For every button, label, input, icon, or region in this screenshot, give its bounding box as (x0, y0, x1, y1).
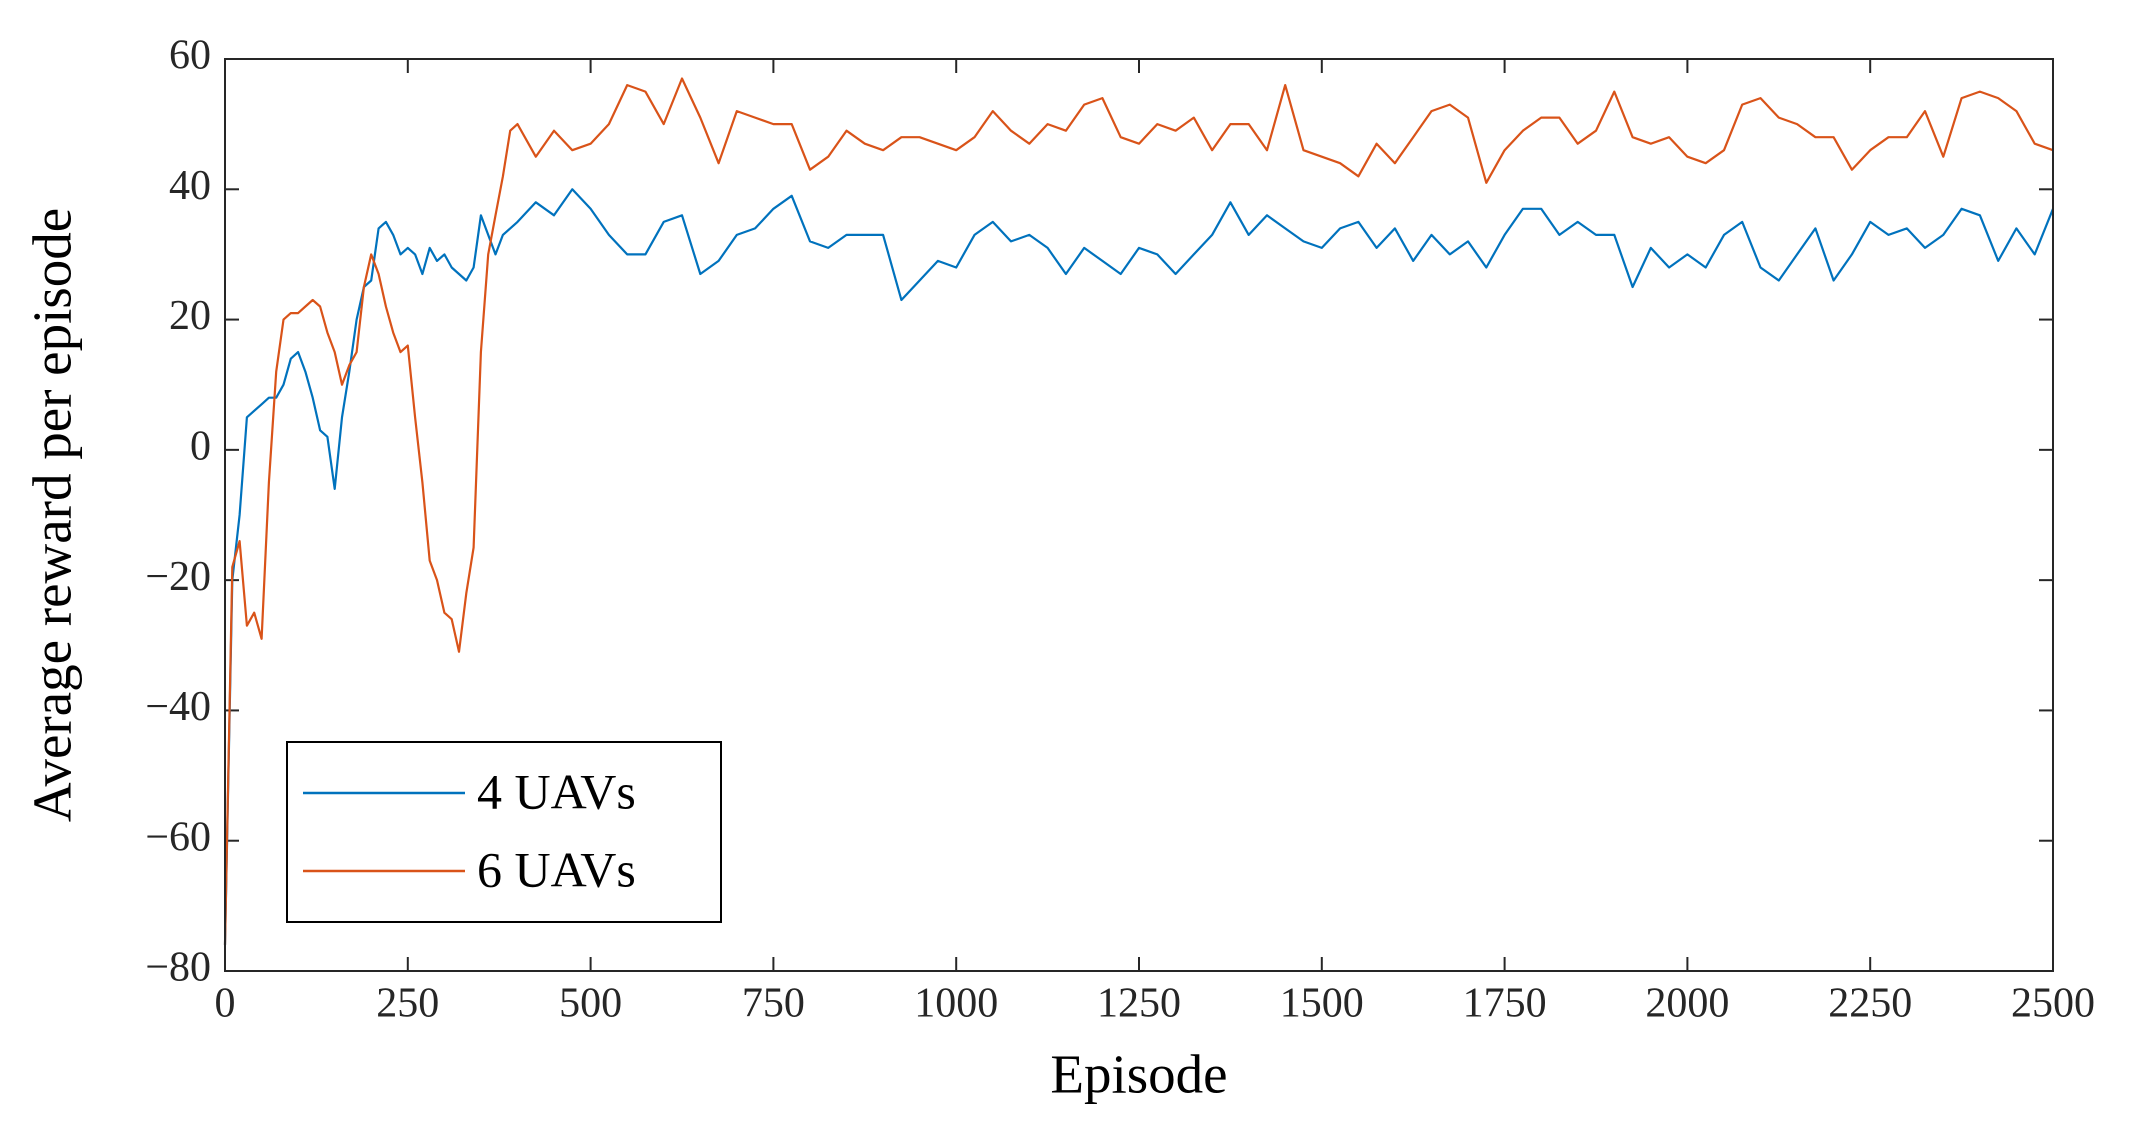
x-axis-title: Episode (1050, 1044, 1227, 1105)
y-tick-label: −60 (145, 814, 211, 860)
x-tick-label: 250 (376, 981, 439, 1027)
x-tick-label: 2000 (1645, 981, 1729, 1027)
y-axis-title: Average reward per episode (22, 208, 83, 822)
x-tick-label: 1500 (1280, 981, 1364, 1027)
x-tick-label: 1750 (1463, 981, 1547, 1027)
x-tick-label: 2500 (2011, 981, 2095, 1027)
legend-label: 6 UAVs (477, 841, 636, 897)
y-tick-label: −80 (145, 945, 211, 991)
y-tick-label: 60 (169, 33, 211, 79)
y-tick-label: 0 (190, 423, 211, 469)
x-tick-label: 1250 (1097, 981, 1181, 1027)
x-tick-label: 500 (559, 981, 622, 1027)
y-tick-label: 40 (169, 163, 211, 209)
x-tick-label: 750 (742, 981, 805, 1027)
y-tick-label: −40 (145, 684, 211, 730)
legend-label: 4 UAVs (477, 763, 636, 819)
y-tick-label: 20 (169, 293, 211, 339)
y-tick-label: −20 (145, 554, 211, 600)
x-tick-label: 2250 (1828, 981, 1912, 1027)
x-tick-label: 1000 (914, 981, 998, 1027)
axes-box (224, 58, 2054, 972)
legend-box (286, 741, 722, 923)
series-line (223, 188, 2055, 945)
x-tick-label: 0 (215, 981, 236, 1027)
series-line (223, 77, 2054, 945)
